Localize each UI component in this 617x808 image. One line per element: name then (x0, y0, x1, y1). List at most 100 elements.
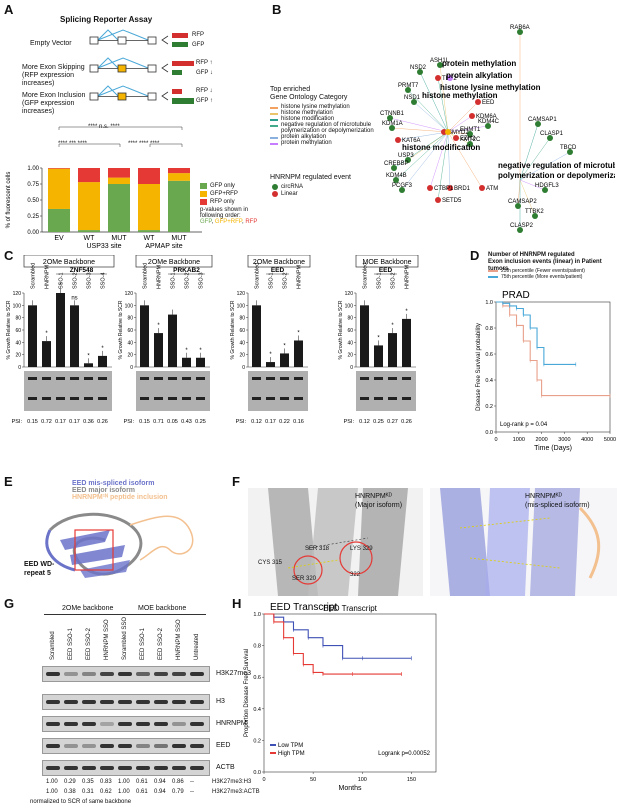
gene-node-circrna (393, 177, 399, 183)
g-band (46, 722, 60, 726)
gene-node-linear (395, 137, 401, 143)
c-gel-band-upper (154, 377, 163, 380)
g-quant-value: 0.29 (64, 779, 76, 785)
h-legend-low: Low TPM (278, 743, 303, 749)
x-tick-label: 4000 (581, 437, 593, 443)
c-bar (252, 305, 261, 367)
legend-order-gfp: GFP (200, 219, 212, 225)
hub-node (445, 129, 451, 135)
network-edge (437, 77, 449, 133)
gene-label: CTNNB1 (380, 111, 405, 117)
network-edge (519, 151, 571, 181)
g-quant-value: 0.94 (154, 779, 166, 785)
splicing-assay-title: Splicing Reporter Assay (60, 15, 153, 24)
g-band (172, 744, 186, 748)
legend-rfp-label: RFP only (210, 199, 235, 205)
gene-node-circrna (405, 157, 411, 163)
y-axis-label: Proportion Disease Free Survival (244, 649, 250, 737)
c-gel-band-upper (388, 377, 397, 380)
c-gel-band-upper (98, 377, 107, 380)
e-legend-major: EED major isoform (72, 487, 136, 494)
g-band (82, 744, 96, 748)
g-band (154, 672, 168, 676)
c-gel-band-upper (266, 377, 275, 380)
g-quant-value: 1.00 (46, 789, 58, 795)
g-band (172, 672, 186, 676)
y-tick-label: 1.0 (253, 612, 261, 618)
bar-segment-gfp-rfp (168, 173, 190, 181)
h-legend-swatch-low (270, 744, 276, 746)
c-title: 2OMe Backbone (43, 259, 95, 266)
g-lane-label: EED SSO-1 (68, 627, 74, 660)
c-psi-value: 0.26 (401, 419, 412, 425)
c-psi-label: PSI: (236, 419, 247, 425)
e-annotation: EED WD- repeat 5 (24, 561, 55, 577)
x-tick-label: 5000 (604, 437, 616, 443)
gene-label: CTBP1 (434, 186, 454, 192)
c-gel-band-lower (360, 397, 369, 400)
g-lane-label: Scrambled (50, 631, 56, 660)
c-bar (388, 333, 397, 367)
sig-bracket (58, 143, 121, 147)
gene-label: RAB6A (510, 25, 530, 31)
c-bar (402, 318, 411, 367)
g-band (136, 722, 150, 726)
h-title: EED Transcript (323, 604, 378, 613)
c-y-tick-label: 100 (345, 303, 354, 309)
c-gel-band-lower (84, 397, 93, 400)
y-tick-label: 0.4 (253, 707, 261, 713)
g-band (190, 766, 204, 770)
sig-bracket (149, 143, 183, 147)
c-gel-band-lower (196, 397, 205, 400)
c-gel-band-lower (140, 397, 149, 400)
c-gel-band-lower (266, 397, 275, 400)
c-bar (196, 357, 205, 367)
go-swatch (270, 143, 278, 145)
c-y-tick-label: 100 (237, 303, 246, 309)
g-band (154, 700, 168, 704)
x-tick-label: 1000 (513, 437, 525, 443)
g-band (100, 766, 114, 770)
bar-segment-gfp-only (48, 208, 70, 232)
network-edge (391, 127, 449, 133)
gene-node-linear (435, 75, 441, 81)
c-lane-label: SSO-2 (185, 272, 191, 289)
c-bar (98, 355, 107, 367)
c-bar (374, 345, 383, 367)
f-residue-1: CYS 315 (258, 560, 283, 566)
go-swatch (270, 113, 278, 115)
c-bracket-label: EED (379, 267, 393, 274)
gene-label: PCGF3 (392, 183, 413, 189)
gene-node-circrna (542, 187, 548, 193)
c-lane-label: HNRNPM (405, 264, 411, 289)
g-row1-label: H3K27me3:H3 (212, 779, 252, 785)
c-lane-label: SSO-2 (391, 272, 397, 289)
c-gel-band-lower (402, 397, 411, 400)
legend-gfp-label: GFP only (210, 183, 235, 189)
c-bar (168, 314, 177, 367)
g-blot-label: EED (216, 742, 231, 749)
g-band (136, 672, 150, 676)
group-label: USP33 site (86, 243, 121, 248)
x-tick-label: 0 (494, 437, 497, 443)
g-quant-value: 0.61 (136, 779, 148, 785)
c-y-tick-label: 60 (127, 328, 133, 334)
f-residue-5: 322 (350, 572, 361, 578)
gene-label: CAMSAP2 (508, 199, 537, 205)
g-band (100, 672, 114, 676)
legend-swatch-rfp (200, 199, 207, 205)
c-gel-band-upper (168, 377, 177, 380)
c-psi-value: 0.26 (97, 419, 108, 425)
panel-label-h: H (232, 596, 242, 611)
bar-segment-gfp-rfp (108, 177, 130, 184)
c-gel-band-lower (168, 397, 177, 400)
plot-frame (263, 613, 437, 773)
g-band (190, 672, 204, 676)
g-row2-label: H3K27me3:ACTB (212, 789, 260, 795)
c-sig: * (185, 348, 188, 354)
c-gel-band-lower (252, 397, 261, 400)
g-quant-value: 1.00 (118, 779, 130, 785)
category-label: WT (144, 235, 156, 242)
network-edge (429, 131, 449, 189)
